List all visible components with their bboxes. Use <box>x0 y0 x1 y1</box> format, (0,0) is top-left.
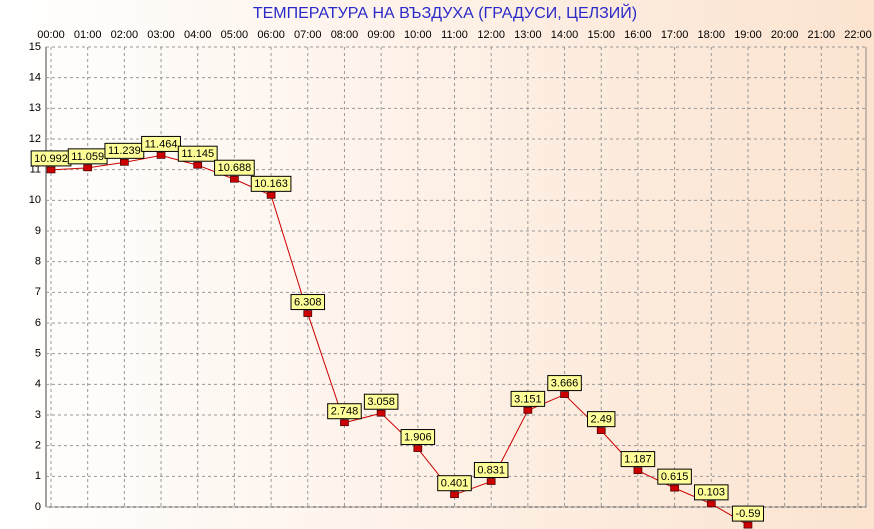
x-tick-label: 09:00 <box>367 29 395 41</box>
point-marker <box>46 166 56 174</box>
x-tick-label: 00:00 <box>37 29 65 41</box>
x-tick-label: 04:00 <box>184 29 212 41</box>
data-label-box <box>141 135 181 152</box>
point-marker <box>596 427 606 434</box>
data-label: 3.666 <box>551 377 579 389</box>
data-label-box <box>473 462 509 479</box>
y-tick-label: 13 <box>29 102 41 114</box>
data-label-box <box>657 468 692 485</box>
point-marker <box>560 391 569 398</box>
x-tick-label: 10:00 <box>404 29 432 41</box>
data-label-box <box>620 451 656 468</box>
y-tick-label: 4 <box>35 378 41 390</box>
point-marker <box>376 409 386 417</box>
data-label: 2.49 <box>591 414 612 426</box>
data-label: 1.906 <box>404 431 432 443</box>
data-label-box <box>363 393 399 410</box>
point-marker <box>413 445 423 452</box>
y-tick-label: 11 <box>30 164 41 176</box>
data-label: 0.103 <box>698 487 726 499</box>
y-tick-label: 5 <box>35 348 41 360</box>
x-tick-label: 11:00 <box>441 29 468 41</box>
data-label: 0.401 <box>441 478 469 490</box>
data-label-box <box>587 411 616 428</box>
data-label-box <box>731 505 764 522</box>
data-label: 3.151 <box>514 393 542 405</box>
data-label: -0.59 <box>735 508 760 520</box>
y-tick-label: 9 <box>35 225 41 237</box>
point-marker <box>743 521 753 529</box>
point-marker <box>266 191 276 199</box>
data-label: 0.831 <box>477 464 505 476</box>
point-marker <box>303 310 313 317</box>
x-tick-label: 21:00 <box>808 29 836 41</box>
data-label-box <box>250 175 292 192</box>
data-label-box <box>214 159 255 176</box>
data-label: 6.308 <box>294 296 322 308</box>
x-tick-label: 02:00 <box>111 29 139 41</box>
data-label-box <box>547 375 582 392</box>
data-label-box <box>327 403 362 420</box>
y-tick-label: 1 <box>35 470 41 482</box>
data-label: 11.239 <box>108 145 141 157</box>
data-label: 10.688 <box>218 162 252 174</box>
y-tick-label: 2 <box>35 440 41 452</box>
y-tick-label: 12 <box>29 133 41 145</box>
data-label: 10.163 <box>254 178 288 190</box>
chart-title: ТЕМПЕРАТУРА НА ВЪЗДУХА (ГРАДУСИ, ЦЕЛЗИЙ) <box>253 3 637 22</box>
x-tick-label: 05:00 <box>221 29 249 41</box>
x-tick-label: 19:00 <box>734 29 762 41</box>
y-tick-label: 7 <box>35 286 41 298</box>
data-label: 11.464 <box>145 138 178 150</box>
x-tick-label: 20:00 <box>771 29 799 41</box>
data-label: 0.615 <box>661 471 689 483</box>
data-label-box <box>694 484 729 501</box>
x-tick-label: 18:00 <box>698 29 726 41</box>
point-marker <box>486 478 496 485</box>
data-label-box <box>290 294 326 311</box>
y-tick-label: 15 <box>29 41 41 53</box>
x-tick-label: 15:00 <box>587 29 615 41</box>
data-label: 11.059 <box>71 151 104 163</box>
point-marker <box>230 175 239 183</box>
point-marker <box>156 152 166 159</box>
y-tick-label: 0 <box>35 501 41 513</box>
y-tick-label: 10 <box>29 194 41 206</box>
data-label-box <box>400 429 436 446</box>
x-tick-label: 06:00 <box>257 29 285 41</box>
data-label-box <box>177 145 218 162</box>
point-marker <box>340 419 349 427</box>
x-tick-label: 08:00 <box>331 29 359 41</box>
point-marker <box>83 164 93 172</box>
point-marker <box>450 491 459 499</box>
data-label-box <box>437 475 472 492</box>
point-marker <box>706 500 716 508</box>
data-label: 11.145 <box>181 148 214 160</box>
x-tick-label: 07:00 <box>294 29 322 41</box>
data-label-box <box>510 390 546 407</box>
y-tick-label: 6 <box>35 317 41 329</box>
point-marker <box>633 467 643 474</box>
x-tick-label: 22:00 <box>844 29 872 41</box>
point-marker <box>120 158 129 166</box>
x-tick-label: 17:00 <box>661 29 689 41</box>
data-label: 1.187 <box>624 454 652 466</box>
x-tick-label: 03:00 <box>147 29 175 41</box>
point-marker <box>670 484 679 492</box>
y-tick-label: 14 <box>29 72 41 84</box>
x-tick-label: 14:00 <box>551 29 579 41</box>
series-line <box>50 154 749 526</box>
point-marker <box>193 161 203 169</box>
data-label: 3.058 <box>367 396 395 408</box>
y-tick-label: 8 <box>35 256 41 268</box>
x-tick-label: 16:00 <box>624 29 652 41</box>
x-tick-label: 12:00 <box>477 29 505 41</box>
x-tick-label: 13:00 <box>514 29 542 41</box>
y-tick-label: 3 <box>35 409 41 421</box>
data-label: 2.748 <box>331 406 359 418</box>
data-label: 10.992 <box>34 153 68 165</box>
x-tick-label: 01:00 <box>74 29 102 41</box>
point-marker <box>523 407 533 414</box>
